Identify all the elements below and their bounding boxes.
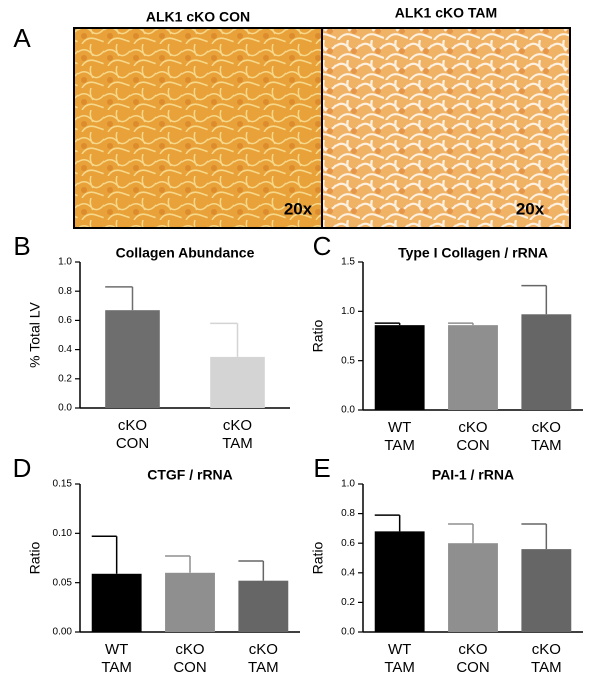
y-axis-label: % Total LV	[27, 302, 43, 368]
chart-title: CTGF / rRNA	[147, 467, 233, 483]
error-bar	[521, 523, 548, 550]
bar	[165, 572, 215, 632]
histology-image	[321, 27, 571, 229]
bar	[91, 573, 142, 632]
error-bar	[521, 284, 548, 315]
y-tick-label: 1.0	[341, 479, 355, 490]
error-bar	[374, 322, 401, 326]
y-tick-label: 1.0	[58, 257, 72, 268]
y-tick-label: 0.05	[53, 577, 73, 588]
x-tick-label: WT TAM	[384, 419, 415, 454]
y-tick-label: 1.5	[341, 257, 355, 268]
error-bar	[210, 322, 239, 357]
y-tick-label: 0.15	[53, 479, 73, 490]
y-tick-label: 0.8	[58, 286, 72, 297]
y-tick-label: 0.6	[341, 538, 355, 549]
x-tick-label: cKO CON	[456, 419, 490, 454]
bar	[521, 314, 572, 410]
x-tick-label: cKO TAM	[531, 419, 562, 454]
error-bar	[374, 514, 401, 532]
panel-label: A	[13, 23, 31, 53]
y-tick-label: 0.2	[341, 597, 355, 608]
chart-title: Type I Collagen / rRNA	[398, 245, 548, 261]
y-tick-label: 0.8	[341, 508, 355, 519]
x-tick-label: cKO TAM	[248, 641, 279, 676]
x-tick-label: cKO TAM	[531, 641, 562, 676]
magnification: 20x	[516, 199, 545, 218]
x-tick-label: cKO CON	[173, 641, 207, 676]
x-tick-label: WT TAM	[384, 641, 415, 676]
histology-image	[73, 27, 323, 229]
chart-title: PAI-1 / rRNA	[432, 467, 514, 483]
bar	[238, 580, 289, 632]
error-bar	[105, 286, 134, 311]
y-tick-label: 0.0	[341, 405, 355, 416]
y-tick-label: 0.00	[53, 627, 73, 638]
error-bar	[238, 560, 265, 581]
y-tick-label: 1.0	[341, 306, 355, 317]
image-title: ALK1 cKO TAM	[395, 5, 497, 21]
y-tick-label: 0.4	[341, 567, 355, 578]
bar	[521, 549, 572, 632]
y-tick-label: 0.0	[58, 403, 72, 414]
panel-label: D	[13, 453, 32, 483]
magnification: 20x	[284, 199, 313, 218]
y-axis-label: Ratio	[310, 541, 326, 574]
panel-label: C	[313, 231, 332, 261]
x-tick-label: cKO CON	[115, 417, 150, 452]
y-tick-label: 0.4	[58, 344, 72, 355]
image-title: ALK1 cKO CON	[146, 9, 250, 25]
y-tick-label: 0.2	[58, 373, 72, 384]
error-bar	[91, 535, 118, 574]
x-tick-label: cKO TAM	[222, 417, 253, 452]
y-axis-label: Ratio	[310, 319, 326, 352]
error-bar	[165, 555, 191, 573]
y-tick-label: 0.6	[58, 315, 72, 326]
x-tick-label: WT TAM	[101, 641, 132, 676]
y-tick-label: 0.10	[53, 528, 73, 539]
bar	[448, 325, 498, 410]
error-bar	[448, 523, 474, 544]
y-axis-label: Ratio	[27, 541, 43, 574]
bar	[105, 310, 160, 408]
chart-title: Collagen Abundance	[116, 245, 255, 261]
y-tick-label: 0.5	[341, 355, 355, 366]
panel-label: E	[313, 453, 330, 483]
bar	[210, 356, 265, 408]
bar	[374, 531, 425, 632]
bar	[374, 325, 425, 410]
panel-label: B	[13, 231, 30, 261]
bar	[448, 543, 498, 632]
y-tick-label: 0.0	[341, 627, 355, 638]
error-bar	[448, 322, 474, 326]
x-tick-label: cKO CON	[456, 641, 490, 676]
